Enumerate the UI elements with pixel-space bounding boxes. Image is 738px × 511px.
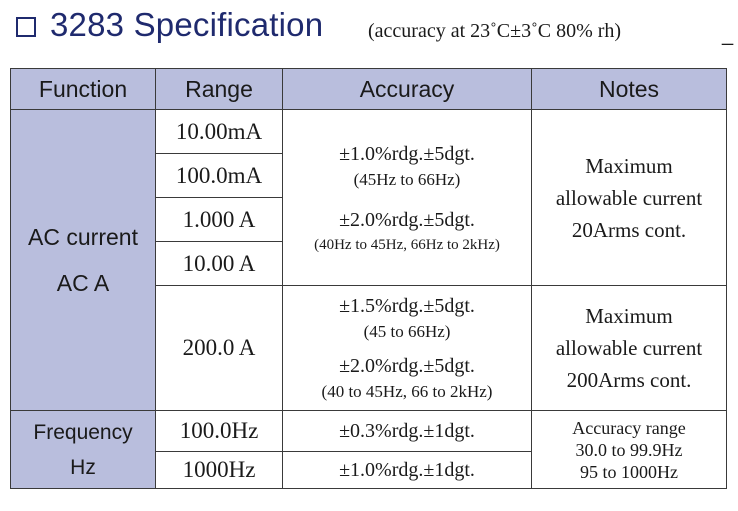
notes-line: 200Arms cont.	[566, 368, 692, 392]
table-row: 100.0mA	[11, 153, 727, 198]
page-subtitle: (accuracy at 23˚C±3˚C 80% rh)	[368, 20, 622, 42]
range-cell: 1.000 A	[155, 197, 283, 242]
notes-line: Maximum	[585, 304, 673, 328]
notes-ac-group1: Maximum allowable current 20Arms cont.	[531, 109, 727, 286]
trailing-mark: _	[722, 24, 734, 46]
notes-line: 20Arms cont.	[571, 217, 687, 242]
accuracy-ac-group2: ±1.5%rdg.±5dgt. (45 to 66Hz) ±2.0%rdg.±5…	[282, 285, 532, 411]
function-ac-label: AC current	[28, 224, 138, 250]
accuracy-freq: (45 to 66Hz)	[363, 322, 451, 341]
table-row: 10.00 A	[11, 241, 727, 286]
table-row: 1000Hz ±1.0%rdg.±1dgt.	[11, 451, 727, 489]
notes-ac-group2: Maximum allowable current 200Arms cont.	[531, 285, 727, 411]
notes-frequency: Accuracy range 30.0 to 99.9Hz 95 to 1000…	[531, 410, 727, 489]
header-range: Range	[155, 68, 283, 110]
table-row: Frequency Hz 100.0Hz ±0.3%rdg.±1dgt. Acc…	[10, 410, 727, 489]
range-cell: 100.0mA	[155, 153, 283, 198]
function-ac-unit: AC A	[56, 270, 110, 296]
accuracy-freq: (40 to 45Hz, 66 to 2kHz)	[321, 382, 493, 401]
spec-table: Function Range Accuracy Notes AC current…	[10, 68, 727, 489]
notes-line: 30.0 to 99.9Hz	[575, 439, 683, 460]
range-cell: 1000Hz	[155, 451, 283, 489]
notes-line: Accuracy range	[572, 417, 686, 438]
function-freq-label: Frequency	[33, 420, 133, 444]
table-row: 1.000 A	[11, 197, 727, 242]
page-title: 3283 Specification	[50, 6, 324, 43]
checkbox-bullet-icon	[16, 17, 36, 37]
title-row: 3283 Specification (accuracy at 23˚C±3˚C…	[14, 4, 738, 54]
function-ac-current: AC current AC A	[10, 109, 156, 411]
header-accuracy: Accuracy	[282, 68, 532, 110]
range-cell: 10.00mA	[155, 109, 283, 154]
accuracy-line: ±2.0%rdg.±5dgt.	[339, 355, 475, 377]
function-freq-unit: Hz	[70, 455, 96, 479]
notes-line: allowable current	[555, 185, 703, 210]
accuracy-line: ±1.0%rdg.±5dgt.	[339, 142, 475, 165]
accuracy-ac-group1: ±1.0%rdg.±5dgt. (45Hz to 66Hz) ±2.0%rdg.…	[282, 109, 532, 286]
header-notes: Notes	[531, 68, 727, 110]
accuracy-freq-1: ±0.3%rdg.±1dgt.	[282, 410, 532, 452]
accuracy-line: ±1.0%rdg.±1dgt.	[339, 459, 475, 481]
function-frequency: Frequency Hz	[10, 410, 156, 489]
accuracy-line: ±1.5%rdg.±5dgt.	[339, 295, 475, 317]
accuracy-line: ±0.3%rdg.±1dgt.	[339, 420, 475, 442]
range-cell: 100.0Hz	[155, 410, 283, 452]
accuracy-freq-2: ±1.0%rdg.±1dgt.	[282, 451, 532, 489]
range-cell: 200.0 A	[155, 285, 283, 411]
table-header-row: Function Range Accuracy Notes	[10, 68, 727, 110]
header-function: Function	[10, 68, 156, 110]
accuracy-line: ±2.0%rdg.±5dgt.	[339, 208, 475, 231]
notes-line: 95 to 1000Hz	[580, 461, 678, 482]
accuracy-freq: (40Hz to 45Hz, 66Hz to 2kHz)	[314, 236, 500, 253]
table-row: AC current AC A 10.00mA ±1.0%rdg.±5dgt. …	[10, 109, 727, 411]
notes-line: Maximum	[585, 153, 673, 178]
accuracy-freq: (45Hz to 66Hz)	[353, 169, 461, 189]
range-cell: 10.00 A	[155, 241, 283, 286]
notes-line: allowable current	[555, 336, 703, 360]
